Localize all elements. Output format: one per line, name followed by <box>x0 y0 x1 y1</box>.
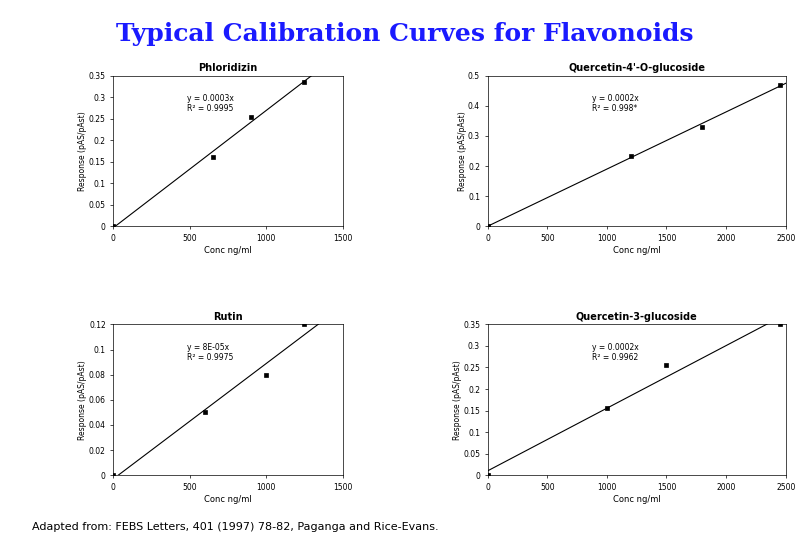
Title: Quercetin-4'-O-glucoside: Quercetin-4'-O-glucoside <box>568 63 706 73</box>
Text: y = 0.0002x
R² = 0.9962: y = 0.0002x R² = 0.9962 <box>592 342 639 362</box>
Text: y = 8E-05x
R² = 0.9975: y = 8E-05x R² = 0.9975 <box>187 342 233 362</box>
Text: y = 0.0002x
R² = 0.998*: y = 0.0002x R² = 0.998* <box>592 94 639 113</box>
Title: Quercetin-3-glucoside: Quercetin-3-glucoside <box>576 312 697 322</box>
X-axis label: Conc ng/ml: Conc ng/ml <box>204 246 252 255</box>
X-axis label: Conc ng/ml: Conc ng/ml <box>613 495 661 504</box>
Text: y = 0.0003x
R² = 0.9995: y = 0.0003x R² = 0.9995 <box>187 94 233 113</box>
Y-axis label: Response (pAS/pAst): Response (pAS/pAst) <box>453 360 462 440</box>
Title: Rutin: Rutin <box>213 312 243 322</box>
Text: Adapted from: FEBS Letters, 401 (1997) 78-82, Paganga and Rice-Evans.: Adapted from: FEBS Letters, 401 (1997) 7… <box>32 522 439 532</box>
Title: Phloridizin: Phloridizin <box>198 63 258 73</box>
X-axis label: Conc ng/ml: Conc ng/ml <box>613 246 661 255</box>
Y-axis label: Response (pAS/pAst): Response (pAS/pAst) <box>79 111 87 191</box>
Text: Typical Calibration Curves for Flavonoids: Typical Calibration Curves for Flavonoid… <box>117 22 693 45</box>
Y-axis label: Response (pAS/pAst): Response (pAS/pAst) <box>79 360 87 440</box>
Y-axis label: Response (pAS/pAst): Response (pAS/pAst) <box>458 111 467 191</box>
X-axis label: Conc ng/ml: Conc ng/ml <box>204 495 252 504</box>
